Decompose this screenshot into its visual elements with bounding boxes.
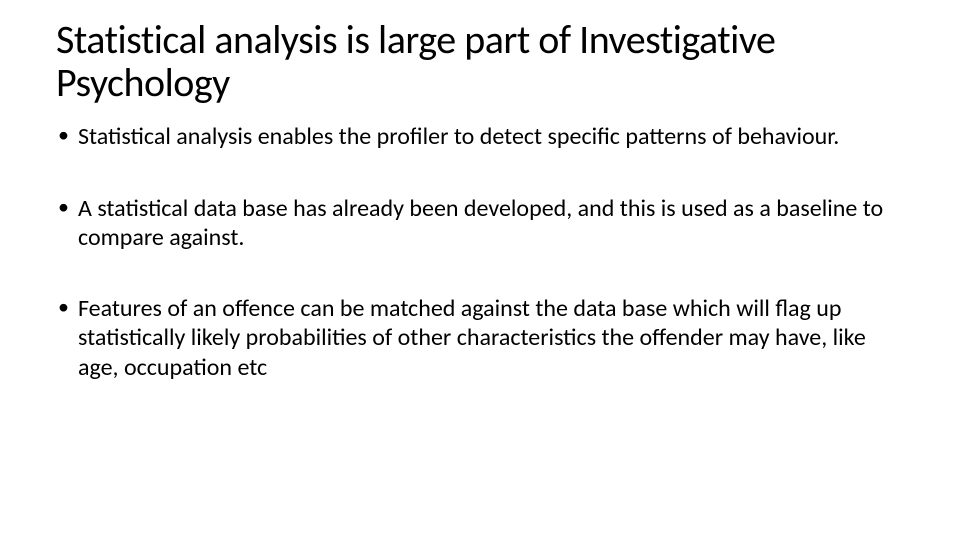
slide: Statistical analysis is large part of In… (0, 0, 960, 540)
slide-title: Statistical analysis is large part of In… (56, 18, 904, 104)
bullet-list: Statistical analysis enables the profile… (56, 122, 904, 382)
bullet-item: A statistical data base has already been… (56, 194, 904, 253)
bullet-item: Statistical analysis enables the profile… (56, 122, 904, 151)
bullet-item: Features of an offence can be matched ag… (56, 294, 904, 382)
